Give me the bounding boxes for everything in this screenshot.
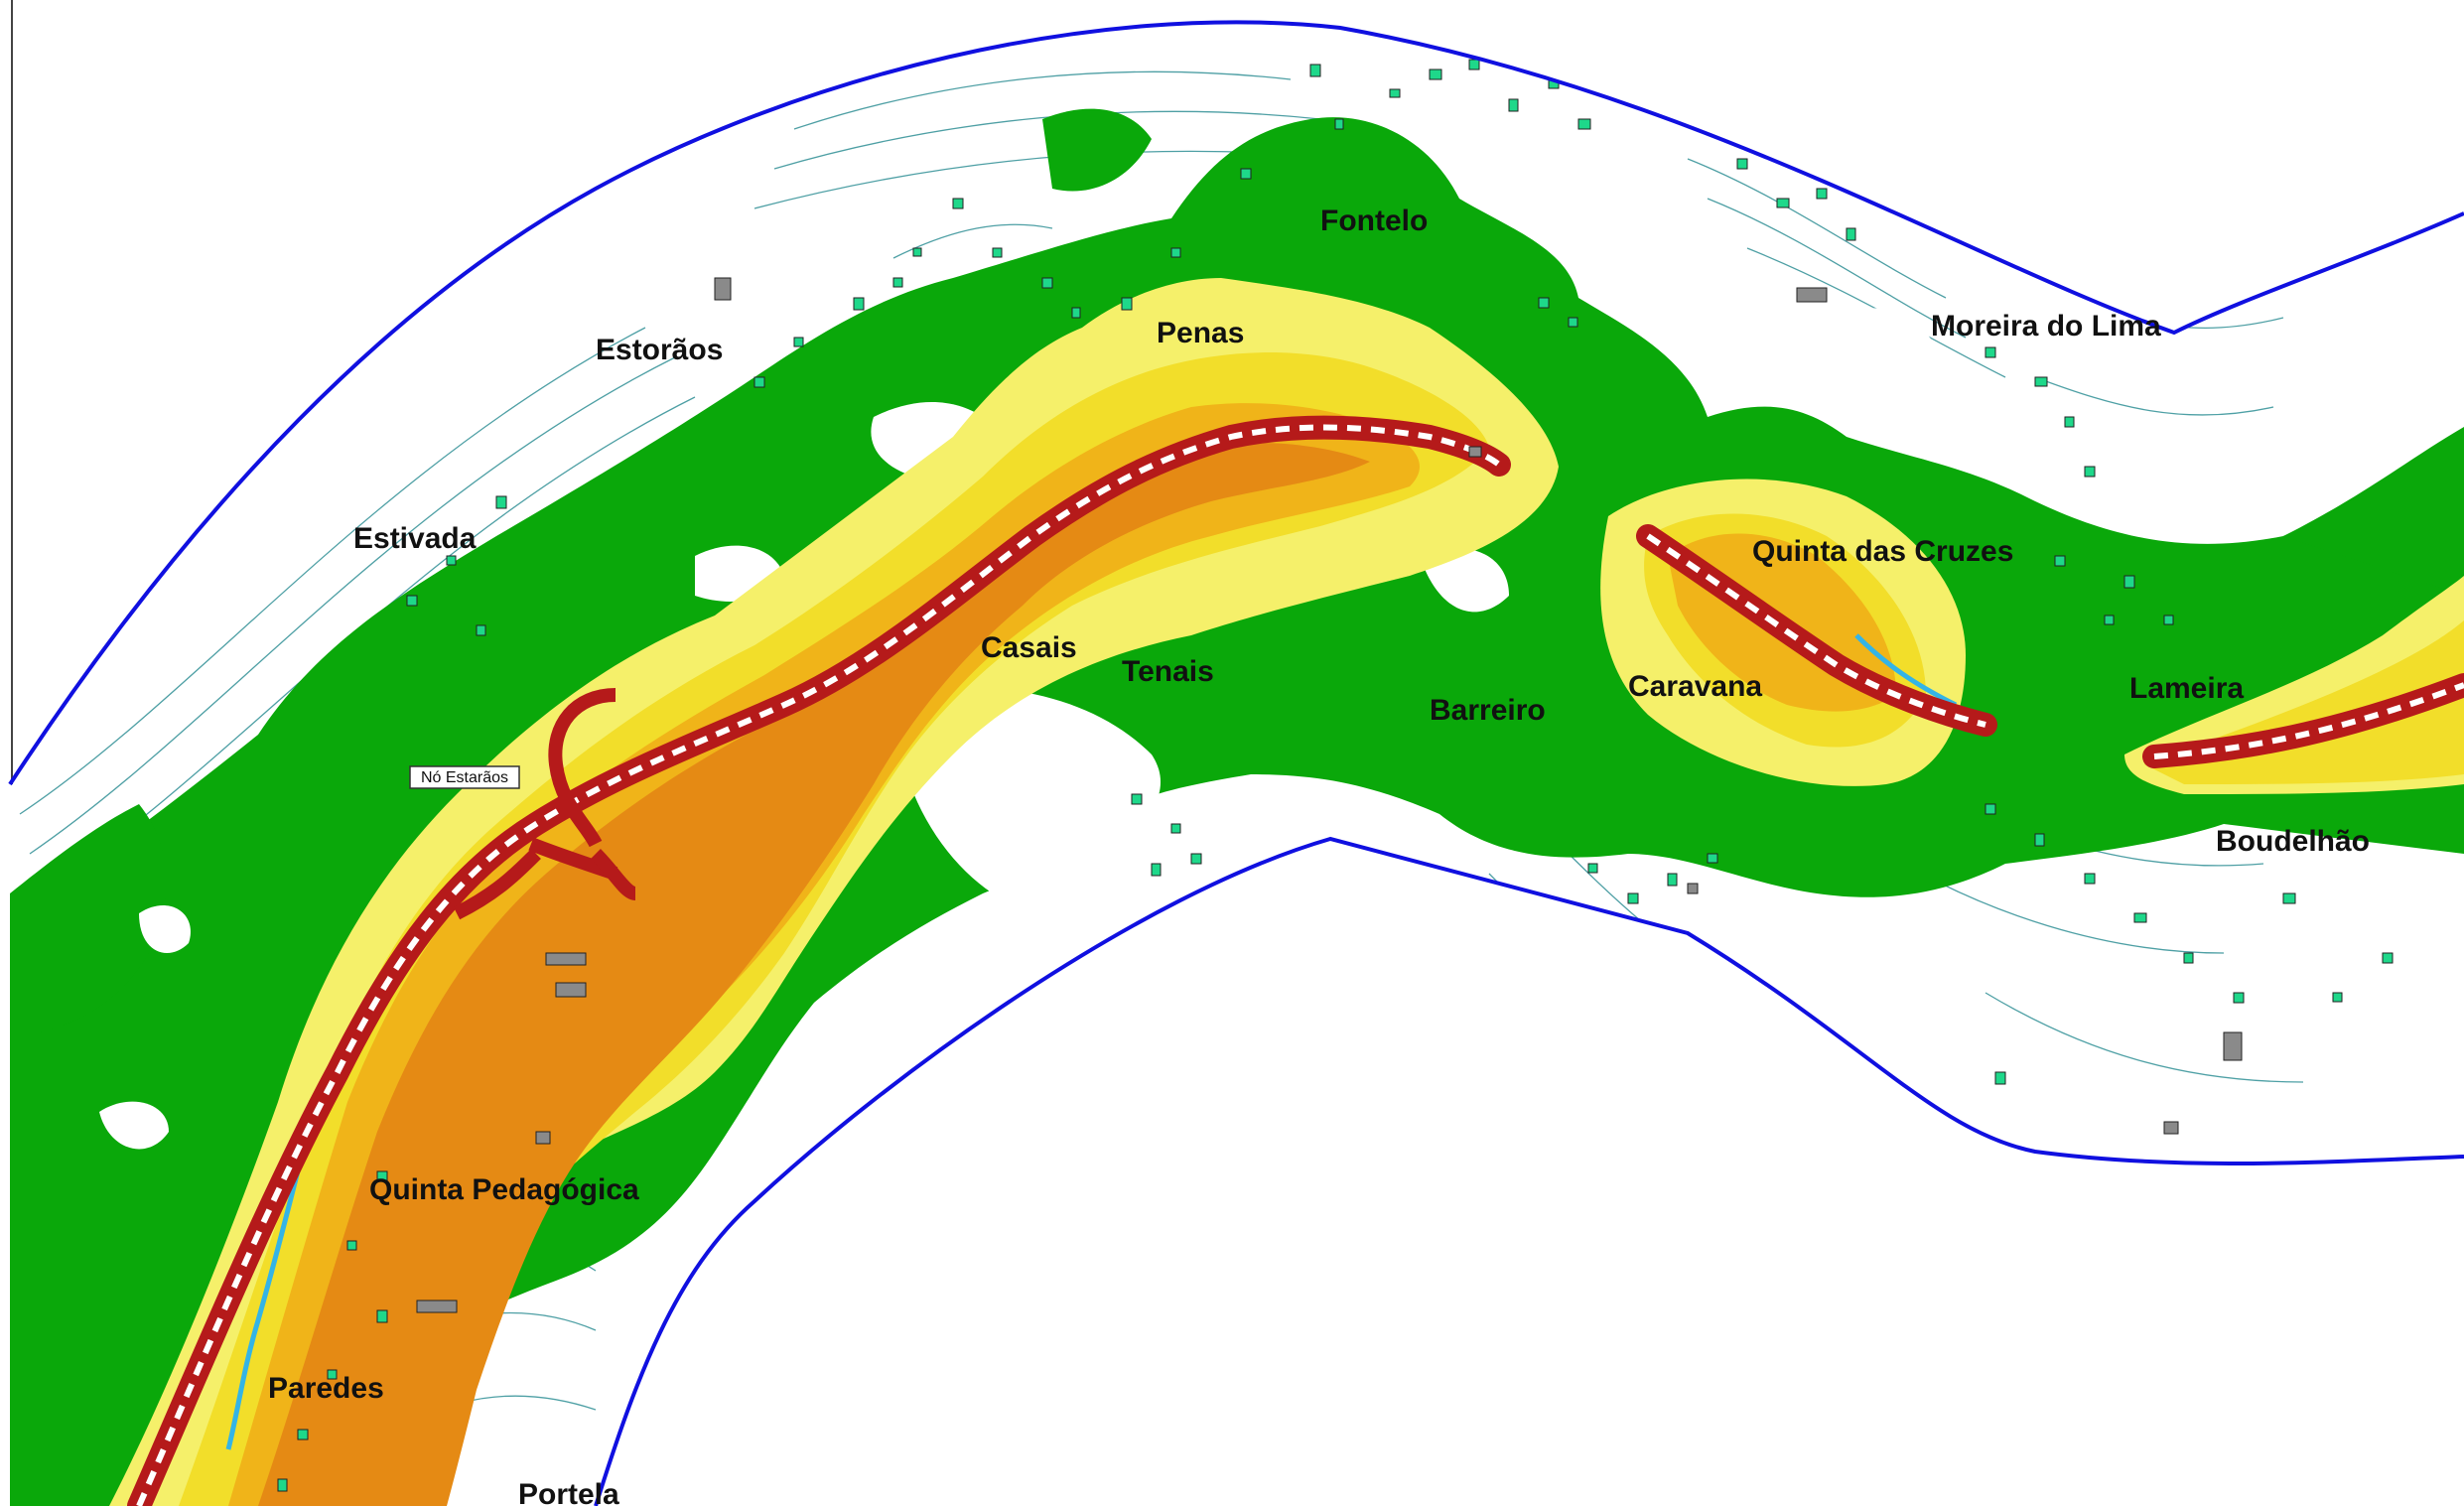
label-quinta-pedagogica: Quinta Pedagógica	[369, 1173, 639, 1206]
label-quinta-das-cruzes: Quinta das Cruzes	[1752, 535, 2013, 568]
buildings	[277, 59, 2394, 1492]
label-portela: Portela	[518, 1478, 619, 1506]
label-caravana: Caravana	[1628, 670, 1762, 703]
interchange-access-road	[453, 849, 541, 920]
noise-zone-orange-dark	[258, 442, 1370, 1506]
label-casais: Casais	[981, 631, 1077, 664]
callout-no-estaraos: Nó Estarãos	[409, 765, 520, 789]
label-lameira: Lameira	[2129, 672, 2244, 705]
interchange-loop-north	[548, 688, 616, 848]
interchange-ramp-east	[590, 849, 637, 900]
callout-box	[409, 765, 520, 789]
place-labels: Estorãos Estivada Penas Fontelo Moreira …	[268, 205, 2370, 1506]
study-boundary-south	[594, 836, 2464, 1506]
label-boudelhao: Boudelhão	[2216, 825, 2370, 858]
label-paredes: Paredes	[268, 1372, 384, 1405]
label-estoraos: Estorãos	[596, 334, 723, 366]
road-lameira-markings	[2153, 682, 2464, 759]
callout-label: Nó Estarãos	[421, 769, 508, 786]
study-area	[10, 59, 2464, 1506]
road-main-west-markings	[136, 424, 1501, 1506]
stream-quinta-cruzes	[1854, 633, 1958, 708]
label-penas: Penas	[1157, 317, 1244, 349]
label-estivada: Estivada	[353, 522, 477, 555]
buildings-grey	[416, 277, 2243, 1313]
label-tenais: Tenais	[1122, 655, 1214, 688]
label-fontelo: Fontelo	[1320, 205, 1428, 237]
interchange-no-estaraos	[453, 688, 637, 920]
motorway-alignment	[127, 415, 2464, 1506]
noise-zone-green	[10, 108, 2464, 1506]
study-boundary-north	[8, 20, 2464, 786]
label-moreira-do-lima: Moreira do Lima	[1931, 310, 2161, 342]
label-barreiro: Barreiro	[1430, 694, 1546, 727]
road-quinta-cruzes-markings	[1646, 533, 1986, 728]
